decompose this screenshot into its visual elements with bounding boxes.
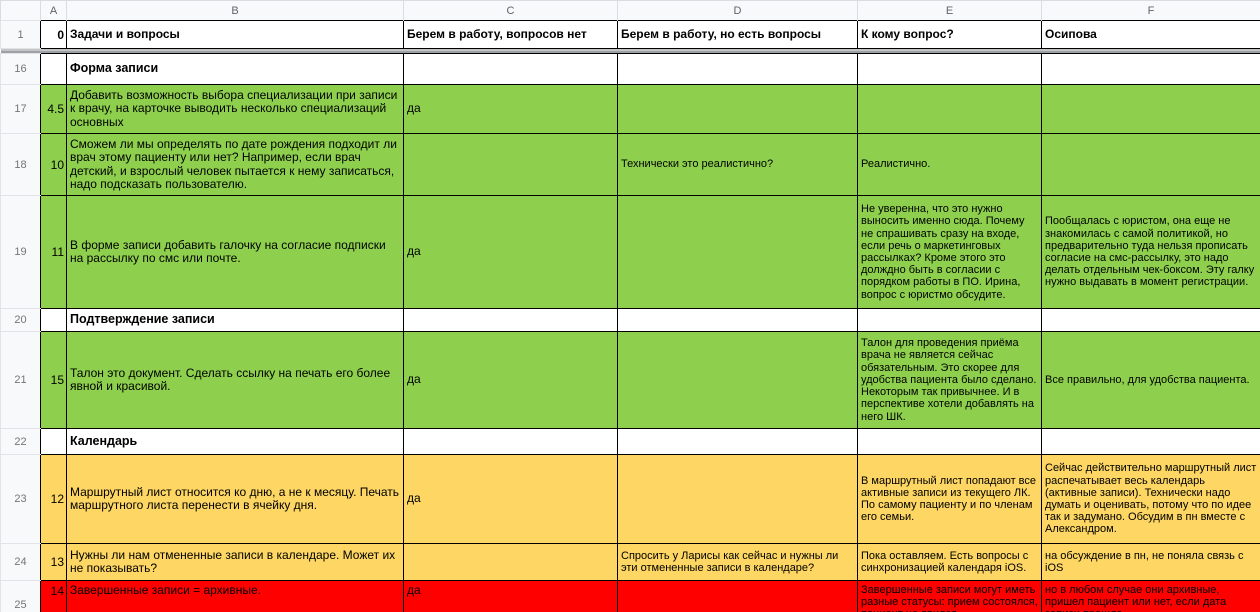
column-header-F[interactable]: F [1041, 0, 1260, 21]
row-header-1[interactable]: 1 [0, 20, 41, 49]
cell-D24[interactable]: Спросить у Ларисы как сейчас и нужны ли … [617, 543, 858, 581]
cell-E1[interactable]: К кому вопрос? [857, 20, 1042, 49]
row-header-23[interactable]: 23 [0, 454, 41, 544]
cell-D19[interactable] [617, 195, 858, 309]
cell-A16[interactable] [40, 53, 67, 85]
cell-D17[interactable] [617, 84, 858, 134]
cell-E19[interactable]: Не уверенна, что это нужно выносить имен… [857, 195, 1042, 309]
cell-A25[interactable]: 14 [40, 580, 67, 612]
cell-B23[interactable]: Маршрутный лист относится ко дню, а не к… [66, 454, 404, 544]
cell-E21[interactable]: Талон для проведения приёма врача не явл… [857, 331, 1042, 429]
row-header-20[interactable]: 20 [0, 308, 41, 332]
cell-F18[interactable] [1041, 133, 1260, 196]
cell-B17[interactable]: Добавить возможность выбора специализаци… [66, 84, 404, 134]
cell-C22[interactable] [403, 428, 618, 455]
cell-F17[interactable] [1041, 84, 1260, 134]
cell-D18[interactable]: Технически это реалистично? [617, 133, 858, 196]
cell-F20[interactable] [1041, 308, 1260, 332]
cell-F23[interactable]: Сейчас действительно маршрутный лист рас… [1041, 454, 1260, 544]
cell-F24[interactable]: на обсуждение в пн, не поняла связь с iO… [1041, 543, 1260, 581]
column-header-D[interactable]: D [617, 0, 858, 21]
cell-A17[interactable]: 4.5 [40, 84, 67, 134]
cell-A22[interactable] [40, 428, 67, 455]
cell-B19[interactable]: В форме записи добавить галочку на согла… [66, 195, 404, 309]
cell-A18[interactable]: 10 [40, 133, 67, 196]
cell-C25[interactable]: да [403, 580, 618, 612]
cell-D20[interactable] [617, 308, 858, 332]
cell-F21[interactable]: Все правильно, для удобства пациента. [1041, 331, 1260, 429]
row-header-17[interactable]: 17 [0, 84, 41, 134]
cell-F19[interactable]: Пообщалась с юристом, она еще не знакоми… [1041, 195, 1260, 309]
cell-A23[interactable]: 12 [40, 454, 67, 544]
row-header-22[interactable]: 22 [0, 428, 41, 455]
column-header-B[interactable]: B [66, 0, 404, 21]
cell-C24[interactable] [403, 543, 618, 581]
cell-D25[interactable] [617, 580, 858, 612]
cell-B25[interactable]: Завершенные записи = архивные. [66, 580, 404, 612]
cell-C21[interactable]: да [403, 331, 618, 429]
cell-D1[interactable]: Берем в работу, но есть вопросы [617, 20, 858, 49]
row-header-16[interactable]: 16 [0, 53, 41, 85]
cell-E25[interactable]: Завершенные записи могут иметь разные ст… [857, 580, 1042, 612]
cell-A19[interactable]: 11 [40, 195, 67, 309]
cell-C17[interactable]: да [403, 84, 618, 134]
cell-A1[interactable]: 0 [40, 20, 67, 49]
column-header-A[interactable]: A [40, 0, 67, 21]
cell-B16[interactable]: Форма записи [66, 53, 404, 85]
cell-A21[interactable]: 15 [40, 331, 67, 429]
cell-C18[interactable] [403, 133, 618, 196]
cell-C1[interactable]: Берем в работу, вопросов нет [403, 20, 618, 49]
cell-E24[interactable]: Пока оставляем. Есть вопросы с синхрониз… [857, 543, 1042, 581]
corner-cell[interactable] [0, 0, 41, 21]
cell-B21[interactable]: Талон это документ. Сделать ссылку на пе… [66, 331, 404, 429]
cell-D22[interactable] [617, 428, 858, 455]
cell-A20[interactable] [40, 308, 67, 332]
cell-D23[interactable] [617, 454, 858, 544]
cell-E20[interactable] [857, 308, 1042, 332]
cell-E17[interactable] [857, 84, 1042, 134]
cell-B18[interactable]: Сможем ли мы определять по дате рождения… [66, 133, 404, 196]
row-header-21[interactable]: 21 [0, 331, 41, 429]
column-header-C[interactable]: C [403, 0, 618, 21]
cell-D16[interactable] [617, 53, 858, 85]
cell-F25[interactable]: но в любом случае они архивные, пришел п… [1041, 580, 1260, 612]
cell-F22[interactable] [1041, 428, 1260, 455]
cell-C16[interactable] [403, 53, 618, 85]
cell-E18[interactable]: Реалистично. [857, 133, 1042, 196]
row-header-18[interactable]: 18 [0, 133, 41, 196]
column-header-E[interactable]: E [857, 0, 1042, 21]
cell-A24[interactable]: 13 [40, 543, 67, 581]
cell-D21[interactable] [617, 331, 858, 429]
cell-F16[interactable] [1041, 53, 1260, 85]
cell-C20[interactable] [403, 308, 618, 332]
cell-B20[interactable]: Подтверждение записи [66, 308, 404, 332]
frozen-row-divider[interactable] [0, 48, 1260, 54]
cell-B1[interactable]: Задачи и вопросы [66, 20, 404, 49]
row-header-19[interactable]: 19 [0, 195, 41, 309]
row-header-25[interactable]: 25 [0, 580, 41, 612]
cell-F1[interactable]: Осипова [1041, 20, 1260, 49]
cell-E23[interactable]: В маршрутный лист попадают все активные … [857, 454, 1042, 544]
cell-B24[interactable]: Нужны ли нам отмененные записи в календа… [66, 543, 404, 581]
cell-C23[interactable]: да [403, 454, 618, 544]
cell-E16[interactable] [857, 53, 1042, 85]
cell-C19[interactable]: да [403, 195, 618, 309]
cell-B22[interactable]: Календарь [66, 428, 404, 455]
row-header-24[interactable]: 24 [0, 543, 41, 581]
cell-E22[interactable] [857, 428, 1042, 455]
